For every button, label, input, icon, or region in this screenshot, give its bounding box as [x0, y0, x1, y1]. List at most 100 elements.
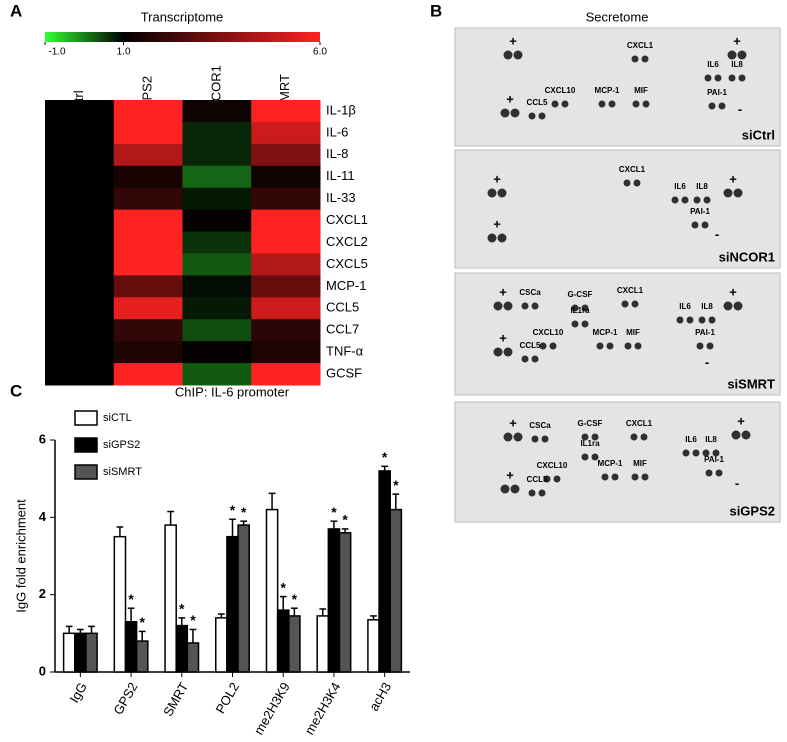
blot-dot — [611, 473, 619, 481]
heatmap-cell — [251, 231, 321, 254]
spot-label: PAI-1 — [704, 455, 724, 464]
blot-dot — [728, 74, 736, 82]
blot-dot — [738, 74, 746, 82]
legend-label: siGPS2 — [103, 439, 140, 451]
blot-dot — [714, 74, 722, 82]
blot-dot — [521, 302, 529, 310]
spot-label: + — [737, 413, 745, 428]
spot-label: MCP-1 — [598, 459, 623, 468]
spot-label: IL8 — [731, 60, 743, 69]
spot-label: CSCa — [519, 288, 541, 297]
heatmap-cell — [113, 143, 183, 167]
bar — [74, 632, 87, 673]
spot-label: PAI-1 — [695, 328, 715, 337]
heatmap-cell — [45, 209, 115, 233]
row-label: CXCL5 — [326, 256, 368, 271]
heatmap-cell — [113, 297, 183, 320]
blot-dot — [624, 342, 632, 350]
bar — [276, 609, 290, 673]
blot-dot — [606, 342, 614, 350]
spot-label: IL6 — [674, 182, 686, 191]
spot-label: + — [506, 91, 514, 106]
blot-title: Secretome — [586, 9, 649, 24]
blot-dot — [503, 301, 513, 311]
x-tick-label: me2H3K9 — [251, 680, 293, 738]
heatmap-cell — [45, 341, 115, 364]
y-tick-label: 2 — [39, 586, 46, 601]
y-tick-label: 4 — [39, 509, 47, 524]
significance-label: * — [280, 579, 286, 595]
row-label: CCL7 — [326, 322, 359, 337]
heatmap-cell — [45, 100, 115, 123]
blot-dot — [598, 100, 606, 108]
spot-label: CXCL1 — [626, 419, 653, 428]
blot-dot — [693, 196, 701, 204]
heatmap-cell — [45, 297, 115, 320]
blot-dot — [571, 320, 579, 328]
blot-dot — [671, 196, 679, 204]
blot-dot — [718, 102, 726, 110]
blot-dot — [708, 102, 716, 110]
spot-label: IL6 — [685, 435, 697, 444]
blot-dot — [541, 435, 549, 443]
blot-dot — [698, 316, 706, 324]
spot-label: CCL5 — [520, 341, 541, 350]
blot-dot — [510, 108, 520, 118]
blot-dot — [601, 473, 609, 481]
heatmap-cell — [251, 187, 321, 211]
spot-label: + — [493, 216, 501, 231]
heatmap-title: Transcriptome — [141, 9, 224, 24]
panel-name: siCtrl — [742, 127, 775, 142]
heatmap-cell — [45, 275, 115, 298]
blot-dot — [723, 188, 733, 198]
x-tick-label: acH3 — [366, 680, 394, 714]
bar — [237, 524, 250, 673]
blot-dot — [630, 433, 638, 441]
blot-dot — [723, 301, 733, 311]
heatmap-cell — [251, 341, 321, 364]
blot-dot — [581, 320, 589, 328]
heatmap-cell — [251, 209, 321, 233]
blot-dot — [531, 355, 539, 363]
blot-dot — [497, 188, 507, 198]
blot-dot — [708, 316, 716, 324]
significance-label: * — [179, 601, 185, 617]
bar — [62, 632, 76, 673]
x-tick-label: me2H3K4 — [302, 680, 344, 738]
heatmap-cell — [113, 341, 183, 364]
blot-dot — [631, 55, 639, 63]
heatmap-cell — [113, 253, 183, 276]
panel-name: siSMRT — [727, 376, 775, 391]
blot-dot — [513, 50, 523, 60]
blot-dot — [633, 179, 641, 187]
blot-dot — [539, 342, 547, 350]
heatmap-cell — [113, 231, 183, 254]
blot-dot — [682, 449, 690, 457]
significance-label: * — [393, 477, 399, 493]
blot-dot — [608, 100, 616, 108]
significance-label: * — [140, 614, 146, 630]
bar — [367, 619, 380, 673]
significance-label: * — [128, 591, 134, 607]
blot-dot — [686, 316, 694, 324]
spot-label: CXCL1 — [617, 286, 644, 295]
blot-dot — [631, 300, 639, 308]
panel-label: A — [10, 1, 22, 20]
bar — [175, 624, 189, 673]
significance-label: * — [190, 612, 196, 628]
y-tick-label: 0 — [39, 663, 46, 678]
blot-dot — [731, 430, 741, 440]
spot-label: CXCL1 — [627, 41, 654, 50]
heatmap-cell — [182, 100, 252, 123]
legend-swatch — [74, 464, 98, 480]
spot-label: + — [729, 171, 737, 186]
blot-dot — [591, 453, 599, 461]
heatmap-cell — [113, 121, 183, 145]
heatmap-cell — [182, 165, 252, 189]
blot-dot — [641, 473, 649, 481]
heatmap-cell — [182, 143, 252, 167]
heatmap-cell — [113, 209, 183, 233]
blot-dot — [641, 55, 649, 63]
heatmap-cell — [182, 187, 252, 211]
blot-membrane — [454, 27, 781, 147]
